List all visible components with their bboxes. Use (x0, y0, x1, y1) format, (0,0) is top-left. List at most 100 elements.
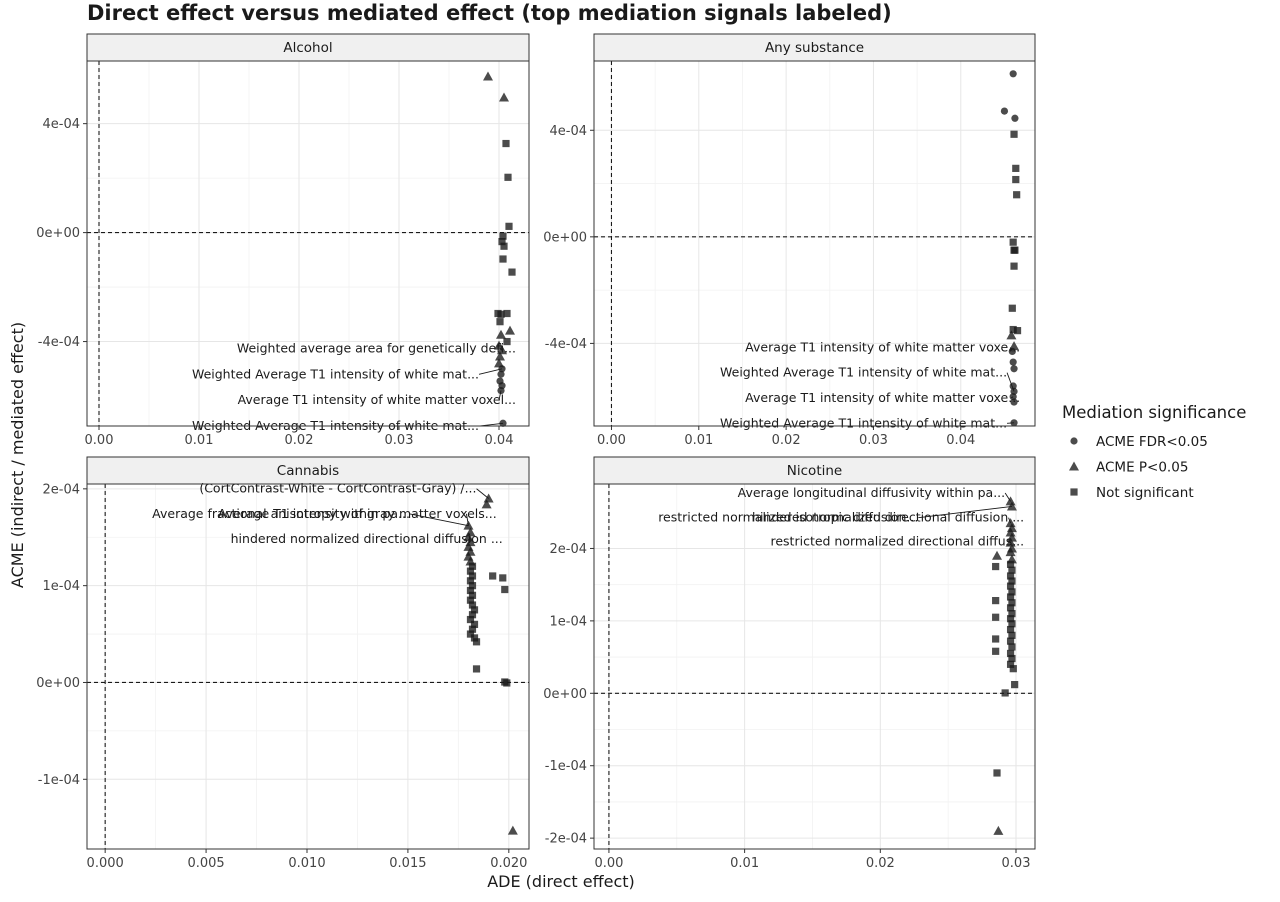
panel-border (86, 483, 530, 850)
data-point-square (1006, 582, 1015, 590)
annotation-label: Weighted Average T1 intensity of white m… (192, 366, 479, 381)
annotation-label: restricted normalized directional diffus… (770, 534, 1024, 549)
y-tick-label: 2e-04 (549, 542, 587, 557)
annotation-label: (CortContrast-White - CortContrast-Gray)… (199, 481, 476, 496)
legend-key-triangle (1069, 461, 1079, 471)
data-point-square (1008, 643, 1016, 651)
data-point-square (1009, 325, 1017, 334)
data-point-triangle (494, 358, 504, 368)
facet-strip-label: Nicotine (787, 463, 842, 479)
data-point-square (1008, 566, 1016, 574)
data-point-square (470, 606, 479, 614)
data-point-circle (497, 370, 505, 378)
x-tick-label: 0.000 (87, 856, 124, 871)
x-tick-label: 0.02 (285, 433, 314, 448)
x-tick-label: 0.00 (594, 856, 623, 871)
legend-key-square (1070, 488, 1078, 496)
annotation-label: Average T1 intensity of white matter vox… (238, 392, 516, 407)
data-point-triangle (507, 825, 518, 835)
data-point-circle (1010, 365, 1018, 373)
data-point-square (468, 572, 477, 580)
annotation-label: Weighted Average T1 intensity of white m… (720, 365, 1007, 380)
y-tick-label: -1e-04 (38, 773, 80, 788)
data-point-triangle (481, 499, 492, 509)
panel-alcohol: Alcohol 0.00 0.01 0.02 0.03 0.04 -4e-04 0e+00 4e… (36, 33, 530, 448)
annotation-leader (1009, 347, 1013, 352)
data-point-square (505, 222, 513, 230)
data-point-triangle (1006, 501, 1017, 511)
annotation-label: Average T1 intensity of white matter vox… (745, 339, 1020, 354)
y-tick-label: -4e-04 (38, 335, 80, 350)
annotation-leader (1008, 541, 1011, 544)
data-point-square (1006, 660, 1015, 668)
data-point-square (1008, 577, 1016, 585)
data-point-square (1006, 625, 1015, 634)
panel-border (593, 60, 1036, 427)
data-point-square (466, 586, 475, 595)
x-tick-label: 0.02 (772, 433, 801, 448)
x-tick-label: 0.00 (597, 433, 626, 448)
data-point-square (508, 268, 516, 276)
data-point-circle (1010, 398, 1018, 406)
annotation-label: Average longitudinal diffusivity within … (738, 485, 1006, 500)
data-point-square (1008, 599, 1016, 607)
data-point-square (1008, 654, 1016, 663)
legend-label: ACME P<0.05 (1096, 460, 1188, 476)
annotation-label: Average fractional anisotropy within pa.… (152, 506, 410, 521)
data-point-triangle (495, 351, 505, 361)
plot-area (594, 61, 1035, 426)
data-point-square (466, 630, 475, 638)
annotation-leader (1008, 517, 1011, 524)
data-point-square (992, 613, 1000, 621)
plot-area (87, 484, 529, 849)
annotation-label: Weighted Average T1 intensity of white m… (720, 415, 1007, 430)
y-tick-label: -2e-04 (545, 832, 587, 847)
data-point-triangle (1009, 341, 1020, 351)
annotation-label: Average T1 intensity of white matter vox… (745, 390, 1020, 405)
data-point-triangle (1006, 532, 1017, 542)
data-point-square (992, 635, 1000, 643)
data-point-square (1006, 615, 1015, 623)
data-point-circle (1010, 387, 1018, 395)
x-tick-label: 0.04 (946, 433, 975, 448)
data-point-square (1011, 681, 1019, 689)
y-tick-label: -4e-04 (545, 337, 587, 352)
x-tick-label: 0.020 (490, 856, 527, 871)
data-point-triangle (1006, 330, 1017, 340)
annotation-leader (466, 513, 469, 526)
y-tick-label: 0e+00 (36, 676, 80, 691)
annotation-leader (499, 348, 503, 351)
annotation-leader (1006, 372, 1015, 392)
data-point-circle (1009, 70, 1017, 78)
data-point-square (470, 620, 479, 628)
data-point-square (992, 647, 1000, 655)
data-point-square (468, 601, 477, 609)
x-tick-label: 0.005 (187, 856, 224, 871)
legend-key-circle (1070, 437, 1078, 445)
y-tick-label: 0e+00 (36, 226, 80, 241)
annotation-label: Average T1 intensity of gray matter voxe… (218, 506, 497, 521)
panel-cannabis: Cannabis 0.000 0.005 0.010 0.015 0.020 -1e-04 0… (36, 456, 530, 871)
data-point-square (992, 596, 1000, 605)
data-point-square (503, 679, 511, 687)
facet-strip (86, 33, 530, 62)
annotation-leader (918, 506, 1012, 519)
annotation-leader (476, 488, 489, 499)
annotation-leader (478, 368, 503, 375)
x-tick-label: 0.04 (485, 433, 514, 448)
data-point-square (1006, 649, 1015, 658)
data-point-square (468, 582, 477, 590)
data-point-square (503, 337, 511, 346)
y-tick-label: 1e-04 (42, 579, 80, 594)
data-point-square (1006, 604, 1015, 612)
data-point-square (501, 585, 509, 594)
data-point-square (1001, 689, 1009, 697)
x-tick-label: 0.03 (1002, 856, 1031, 871)
annotation-leader (409, 513, 469, 527)
data-point-square (503, 309, 511, 318)
plot-area (594, 484, 1035, 849)
panel-border (593, 483, 1036, 850)
data-point-square (1009, 238, 1017, 246)
x-tick-label: 0.02 (866, 856, 895, 871)
data-point-triangle (1005, 527, 1016, 537)
